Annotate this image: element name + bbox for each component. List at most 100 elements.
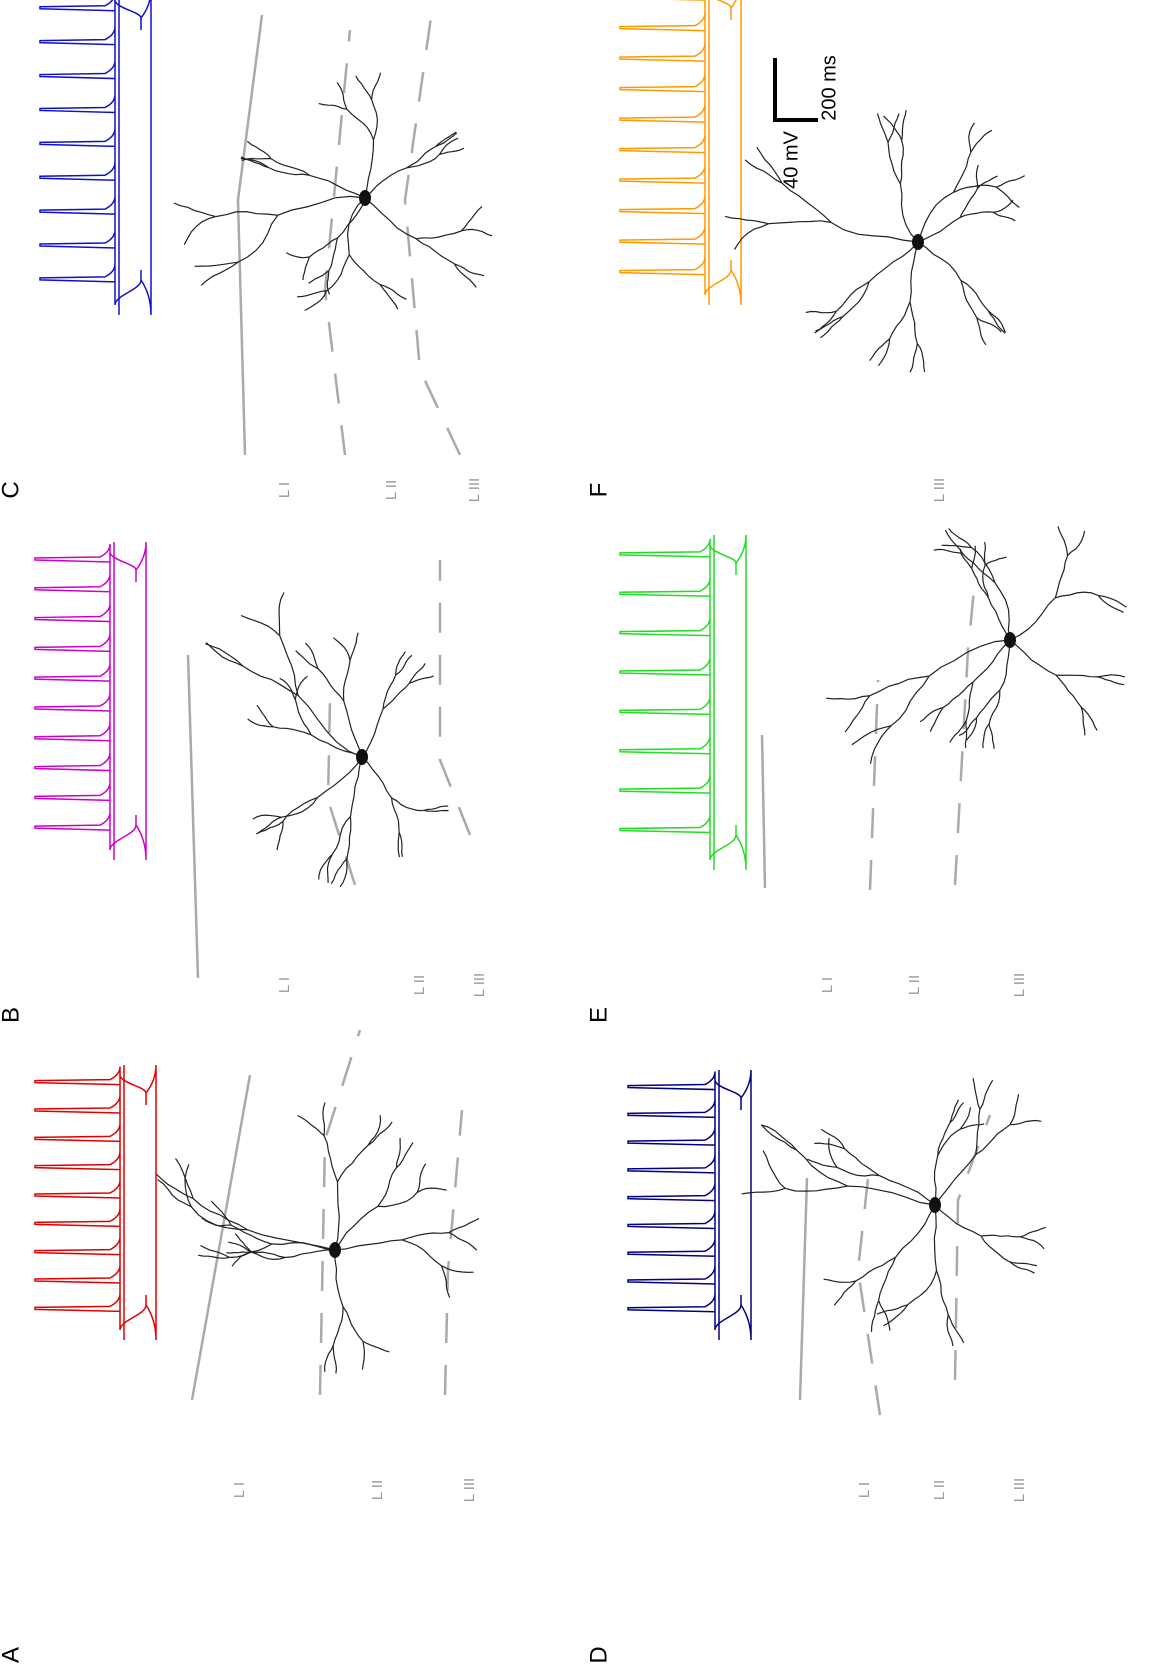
dendrite xyxy=(1010,1121,1041,1125)
layer-label: L II xyxy=(906,975,923,995)
dendrite xyxy=(417,1188,446,1192)
dendrite xyxy=(971,130,992,152)
layer-boundary xyxy=(858,1160,880,1415)
layer-label: L II xyxy=(931,1480,948,1500)
panel-label: C xyxy=(0,481,24,498)
layer-label: L I xyxy=(231,1482,248,1498)
dendrite xyxy=(995,583,1010,641)
dendrite xyxy=(344,660,351,701)
dendrite xyxy=(216,212,278,217)
dendrite xyxy=(184,217,215,245)
layer-label: L II xyxy=(411,975,428,995)
dendrite xyxy=(362,757,392,798)
dendrite xyxy=(870,676,929,696)
dendrite xyxy=(1056,675,1097,677)
dendrite xyxy=(989,724,994,749)
layer-label: L II xyxy=(383,480,400,500)
soma xyxy=(356,749,368,765)
dendrite xyxy=(1020,1237,1044,1249)
dendrite xyxy=(1010,640,1056,675)
dendrite xyxy=(910,344,917,373)
panel-label: A xyxy=(0,1647,24,1663)
hyperpolarized-trace xyxy=(124,1065,156,1340)
dendrite xyxy=(416,239,454,264)
dendrite xyxy=(953,152,970,192)
dendrite xyxy=(235,1234,251,1253)
layer-label: L III xyxy=(1011,1478,1028,1502)
dendrite xyxy=(243,666,298,696)
layer-boundary xyxy=(955,1115,990,1380)
dendrite xyxy=(960,212,993,218)
voltage-trace xyxy=(40,0,141,305)
dendrite xyxy=(785,1186,847,1191)
dendrite xyxy=(347,816,351,858)
layer-boundary xyxy=(320,1030,360,1395)
layer-label: L III xyxy=(461,1478,478,1502)
dendrite xyxy=(879,1300,890,1330)
dendrite xyxy=(363,1341,389,1351)
dendrite xyxy=(1058,526,1068,555)
pia-line xyxy=(762,735,765,888)
dendrite xyxy=(1097,677,1124,685)
soma xyxy=(359,190,371,206)
dendrite xyxy=(902,110,907,140)
dendrite xyxy=(424,806,448,810)
dendrite xyxy=(335,1206,378,1250)
dendrite xyxy=(981,1236,1010,1262)
dendrite xyxy=(365,140,374,198)
dendrite xyxy=(305,291,327,311)
dendrite xyxy=(303,257,309,280)
dendrite xyxy=(399,832,402,856)
dendrite xyxy=(333,1346,336,1374)
dendrite xyxy=(890,302,910,339)
dendrite xyxy=(806,311,837,312)
layer-boundary xyxy=(325,30,350,455)
panel-label: B xyxy=(0,1007,24,1023)
dendrite xyxy=(228,1242,251,1252)
dendrite xyxy=(174,203,216,217)
panel xyxy=(620,526,1127,890)
dendrite xyxy=(327,255,350,291)
dendrite xyxy=(966,682,973,721)
dendrite xyxy=(283,798,317,822)
dendrite xyxy=(745,160,782,183)
dendrite xyxy=(335,1250,343,1307)
voltage-trace xyxy=(620,0,731,295)
dendrite xyxy=(398,832,399,857)
dendrite xyxy=(356,76,372,100)
dendrite xyxy=(845,696,870,732)
dendrite xyxy=(985,557,1007,565)
dendrite xyxy=(350,633,358,661)
hyperpolarized-trace xyxy=(719,1070,751,1340)
dendrite xyxy=(910,302,917,344)
pia-line xyxy=(238,15,262,455)
dendrite xyxy=(908,1271,937,1305)
dendrite xyxy=(983,724,989,748)
layer-label: L II xyxy=(369,1480,386,1500)
dendrite xyxy=(993,200,1013,212)
dendrite xyxy=(973,640,1010,682)
dendrite xyxy=(768,221,831,224)
panel xyxy=(35,542,470,978)
dendrite xyxy=(256,821,283,834)
dendrite xyxy=(333,1307,343,1346)
panel-label: D xyxy=(585,1646,612,1663)
dendrite xyxy=(1056,675,1081,707)
dendrite xyxy=(870,339,890,361)
pia-line xyxy=(192,1075,250,1400)
dendrite xyxy=(349,255,380,285)
dendrite xyxy=(829,1138,837,1167)
layer-boundary xyxy=(445,1110,462,1395)
dendrite xyxy=(981,1235,1020,1237)
panel-label: F xyxy=(585,483,612,498)
dendrite xyxy=(176,1158,194,1198)
dendrite xyxy=(963,554,995,582)
dendrite xyxy=(372,73,381,100)
dendrite xyxy=(836,282,869,311)
dendrite xyxy=(831,223,918,243)
panel xyxy=(40,0,492,455)
dendrite xyxy=(392,798,424,811)
dendrite xyxy=(937,1271,949,1315)
dendrite xyxy=(918,218,960,242)
dendrite xyxy=(441,1266,473,1273)
